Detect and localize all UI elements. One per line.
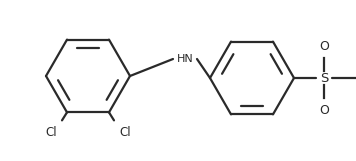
Text: S: S: [320, 71, 328, 85]
Text: O: O: [319, 39, 329, 52]
Text: Cl: Cl: [119, 126, 131, 139]
Text: Cl: Cl: [45, 126, 57, 139]
Text: HN: HN: [177, 54, 193, 64]
Text: O: O: [319, 104, 329, 117]
